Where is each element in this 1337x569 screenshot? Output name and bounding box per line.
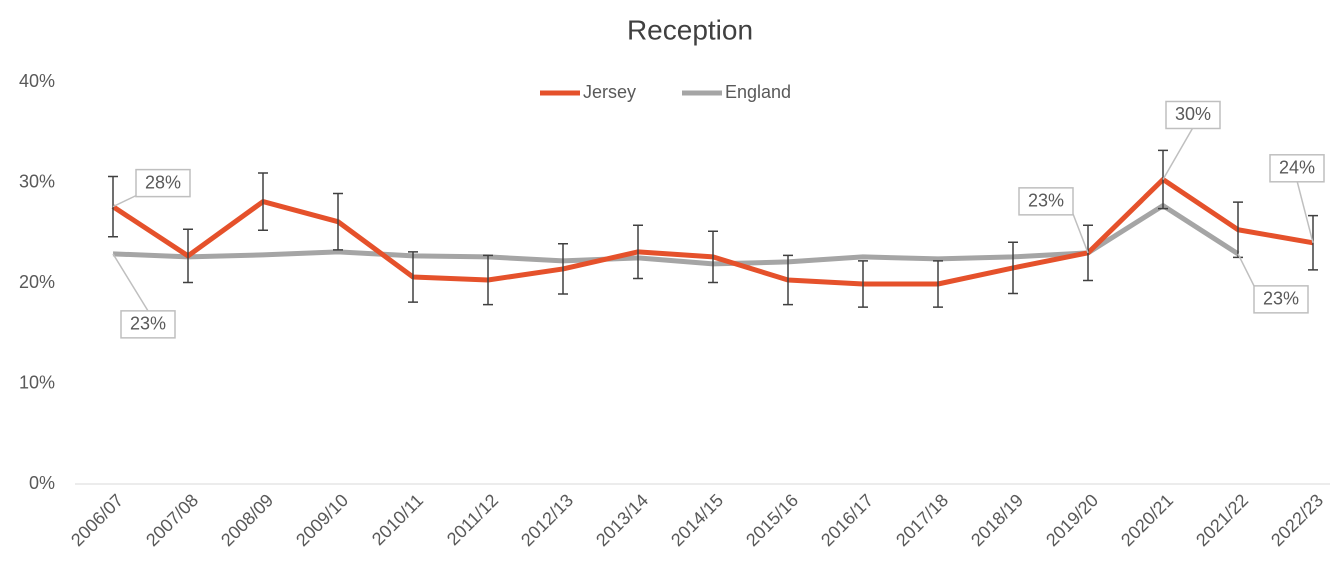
x-tick-label: 2010/11 bbox=[368, 490, 427, 549]
x-tick-label: 2022/23 bbox=[1267, 490, 1327, 550]
x-tick-label: 2019/20 bbox=[1042, 490, 1102, 550]
error-bar bbox=[933, 260, 943, 308]
error-bar-line bbox=[858, 260, 868, 308]
series-line bbox=[112, 203, 1240, 267]
error-bar bbox=[333, 192, 343, 251]
x-tick-label: 2011/12 bbox=[443, 490, 502, 549]
label-box bbox=[1269, 154, 1325, 183]
error-bar bbox=[1233, 201, 1243, 259]
error-bar-line bbox=[1233, 201, 1243, 259]
label-leader bbox=[1237, 253, 1255, 287]
error-bar-line bbox=[1008, 241, 1018, 295]
x-tick-label: 2013/14 bbox=[592, 490, 652, 550]
error-bar-line bbox=[633, 224, 643, 280]
y-tick-label: 40% bbox=[19, 71, 55, 91]
error-bar bbox=[258, 172, 268, 231]
y-tick-label: 10% bbox=[19, 372, 55, 392]
label-leader bbox=[1072, 213, 1089, 254]
x-tick-label: 2012/13 bbox=[517, 490, 577, 550]
data-label: 28% bbox=[145, 172, 181, 192]
label-box bbox=[1165, 100, 1221, 130]
x-tick-label: 2018/19 bbox=[967, 490, 1027, 550]
error-bar-line bbox=[483, 254, 493, 306]
error-bar-line bbox=[708, 230, 718, 284]
error-bar bbox=[408, 251, 418, 303]
error-bar bbox=[558, 243, 568, 295]
x-tick-label: 2007/08 bbox=[142, 490, 202, 550]
error-bar bbox=[1008, 241, 1018, 295]
error-bar-line bbox=[408, 251, 418, 303]
x-tick-label: 2020/21 bbox=[1117, 490, 1177, 550]
error-bar bbox=[483, 254, 493, 306]
legend-label: Jersey bbox=[583, 82, 636, 102]
error-bar-line bbox=[783, 254, 793, 306]
y-tick-label: 20% bbox=[19, 272, 55, 292]
y-tick-label: 0% bbox=[29, 473, 55, 493]
data-label: 30% bbox=[1175, 104, 1211, 124]
error-bar bbox=[633, 224, 643, 280]
error-bar-line bbox=[333, 192, 343, 251]
data-label: 24% bbox=[1279, 158, 1315, 178]
x-tick-label: 2015/16 bbox=[742, 490, 802, 550]
y-tick-label: 30% bbox=[19, 171, 55, 191]
label-box bbox=[135, 168, 191, 198]
x-tick-label: 2021/22 bbox=[1192, 490, 1252, 550]
x-tick-label: 2014/15 bbox=[667, 490, 727, 550]
label-leader bbox=[112, 253, 149, 312]
label-leader bbox=[1296, 180, 1314, 243]
label-box bbox=[1253, 285, 1309, 314]
error-bar-line bbox=[933, 260, 943, 308]
error-bar bbox=[183, 228, 193, 284]
data-label: 23% bbox=[130, 314, 166, 334]
error-bar bbox=[783, 254, 793, 306]
x-tick-label: 2008/09 bbox=[217, 490, 277, 550]
data-label: 23% bbox=[1028, 191, 1064, 211]
label-leader bbox=[112, 194, 137, 208]
error-bar-line bbox=[258, 172, 268, 231]
legend-label: England bbox=[725, 82, 791, 102]
error-bar-line bbox=[558, 243, 568, 295]
chart-title: Reception bbox=[627, 14, 753, 45]
x-tick-label: 2006/07 bbox=[67, 490, 127, 550]
x-tick-label: 2009/10 bbox=[292, 490, 352, 550]
error-bar bbox=[858, 260, 868, 308]
label-leader bbox=[1162, 127, 1194, 180]
label-box bbox=[120, 310, 176, 339]
x-tick-label: 2016/17 bbox=[817, 490, 877, 550]
error-bar-line bbox=[183, 228, 193, 284]
error-bar bbox=[708, 230, 718, 284]
data-label: 23% bbox=[1263, 289, 1299, 309]
x-tick-label: 2017/18 bbox=[892, 490, 952, 550]
label-box bbox=[1018, 187, 1074, 216]
